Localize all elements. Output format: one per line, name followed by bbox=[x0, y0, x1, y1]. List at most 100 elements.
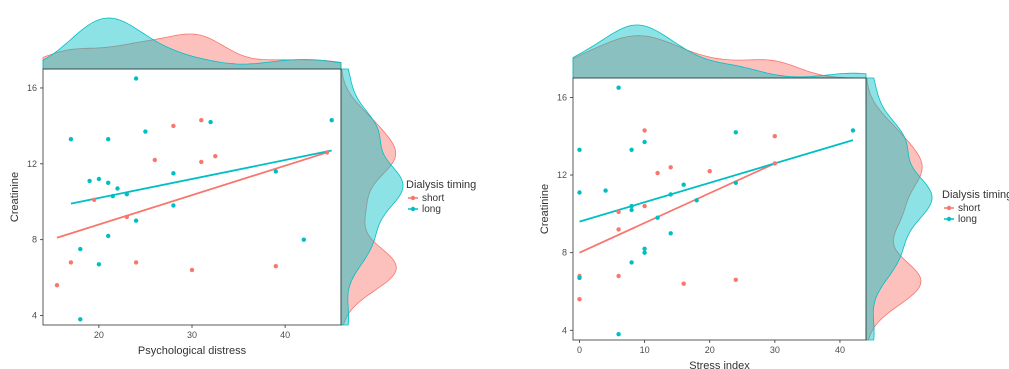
data-point-short bbox=[213, 154, 218, 159]
side-density-long bbox=[340, 68, 404, 326]
trend-line-short bbox=[579, 162, 776, 254]
top-density-long bbox=[572, 24, 867, 79]
data-point-long bbox=[616, 332, 621, 337]
data-point-long bbox=[733, 130, 738, 135]
data-point-short bbox=[54, 283, 60, 288]
data-point-long bbox=[616, 85, 621, 90]
data-point-short bbox=[324, 150, 330, 155]
legend-label-short: short bbox=[958, 203, 980, 214]
data-point-long bbox=[115, 186, 120, 191]
data-point-short bbox=[577, 297, 582, 302]
x-tick-label: 0 bbox=[577, 345, 582, 355]
data-point-long bbox=[577, 275, 582, 281]
legend-label-long: long bbox=[422, 204, 441, 215]
data-point-short bbox=[772, 134, 777, 139]
data-point-short bbox=[171, 123, 176, 129]
x-tick-label: 40 bbox=[835, 345, 845, 355]
y-tick-label: 16 bbox=[557, 92, 567, 102]
data-point-long bbox=[106, 180, 111, 185]
data-point-short bbox=[68, 260, 74, 265]
y-tick-label: 4 bbox=[32, 311, 37, 321]
data-point-short bbox=[681, 281, 686, 286]
data-point-short bbox=[616, 209, 621, 215]
data-point-long bbox=[668, 231, 673, 236]
x-tick-label: 30 bbox=[187, 330, 197, 340]
data-point-short bbox=[642, 203, 647, 209]
data-point-long bbox=[603, 188, 608, 193]
data-point-long bbox=[68, 137, 74, 142]
side-density-short bbox=[340, 68, 397, 326]
top-density-short bbox=[572, 35, 867, 79]
x-axis-title: Psychological distress bbox=[138, 345, 247, 357]
data-point-short bbox=[124, 214, 129, 220]
data-point-long bbox=[681, 182, 686, 187]
data-point-long bbox=[78, 246, 83, 252]
data-point-short bbox=[152, 157, 157, 163]
x-tick-label: 30 bbox=[770, 345, 780, 355]
x-tick-label: 20 bbox=[705, 345, 715, 355]
y-tick-label: 16 bbox=[27, 83, 37, 93]
data-point-long bbox=[78, 317, 83, 322]
data-point-long bbox=[329, 118, 334, 123]
y-tick-label: 8 bbox=[562, 248, 567, 258]
data-point-long bbox=[124, 192, 129, 197]
data-point-long bbox=[171, 203, 176, 208]
data-point-long bbox=[106, 233, 111, 239]
legend-key-point bbox=[946, 216, 952, 222]
data-point-long bbox=[629, 260, 634, 265]
trend-line-long bbox=[579, 139, 854, 223]
data-point-long bbox=[668, 192, 673, 197]
y-tick-label: 4 bbox=[562, 325, 567, 335]
data-point-long bbox=[110, 193, 116, 199]
x-tick-label: 40 bbox=[280, 330, 290, 340]
legend-label-short: short bbox=[422, 193, 444, 204]
data-point-short bbox=[616, 273, 621, 279]
data-point-short bbox=[199, 118, 204, 123]
data-point-long bbox=[629, 207, 634, 213]
data-point-short bbox=[668, 165, 673, 170]
data-point-long bbox=[301, 237, 306, 242]
x-axis-title: Stress index bbox=[689, 360, 750, 369]
side-density-short bbox=[865, 77, 923, 341]
top-density-long bbox=[42, 17, 342, 70]
legend-title: Dialysis timing bbox=[942, 189, 1009, 201]
data-point-long bbox=[96, 176, 102, 182]
data-point-long bbox=[577, 190, 582, 195]
y-axis-title: Creatinine bbox=[539, 184, 551, 234]
data-point-short bbox=[133, 260, 139, 265]
chart-1: 20 30 40 4 8 12 16 Psychological distress Creati… bbox=[9, 17, 476, 357]
legend-title: Dialysis timing bbox=[406, 179, 476, 191]
data-point-long bbox=[171, 171, 176, 176]
plot-panel bbox=[572, 77, 867, 341]
x-tick-label: 10 bbox=[640, 345, 650, 355]
data-point-long bbox=[133, 76, 139, 81]
y-tick-label: 8 bbox=[32, 235, 37, 245]
data-point-long bbox=[106, 137, 111, 142]
y-axis-title: Creatinine bbox=[9, 172, 21, 222]
data-point-long bbox=[850, 128, 856, 133]
chart-2: 0 10 20 30 40 4 8 12 16 Stress index Creatinine Dia… bbox=[539, 24, 1009, 369]
data-point-short bbox=[772, 161, 777, 166]
data-point-long bbox=[642, 139, 647, 145]
data-point-long bbox=[642, 250, 647, 255]
data-point-short bbox=[707, 169, 712, 174]
legend-label-long: long bbox=[958, 214, 977, 225]
data-point-long bbox=[273, 169, 278, 174]
side-density-long bbox=[865, 77, 933, 341]
data-point-long bbox=[642, 246, 647, 251]
data-point-long bbox=[629, 203, 634, 209]
data-point-short bbox=[199, 159, 204, 165]
data-point-long bbox=[577, 147, 582, 152]
data-point-short bbox=[92, 197, 97, 202]
data-point-long bbox=[629, 147, 634, 152]
data-point-long bbox=[208, 119, 213, 125]
trend-line-short bbox=[56, 151, 328, 239]
data-point-short bbox=[655, 170, 660, 176]
x-tick-label: 20 bbox=[94, 330, 104, 340]
y-tick-label: 12 bbox=[557, 170, 567, 180]
data-point-short bbox=[642, 128, 647, 133]
data-point-long bbox=[655, 215, 660, 220]
